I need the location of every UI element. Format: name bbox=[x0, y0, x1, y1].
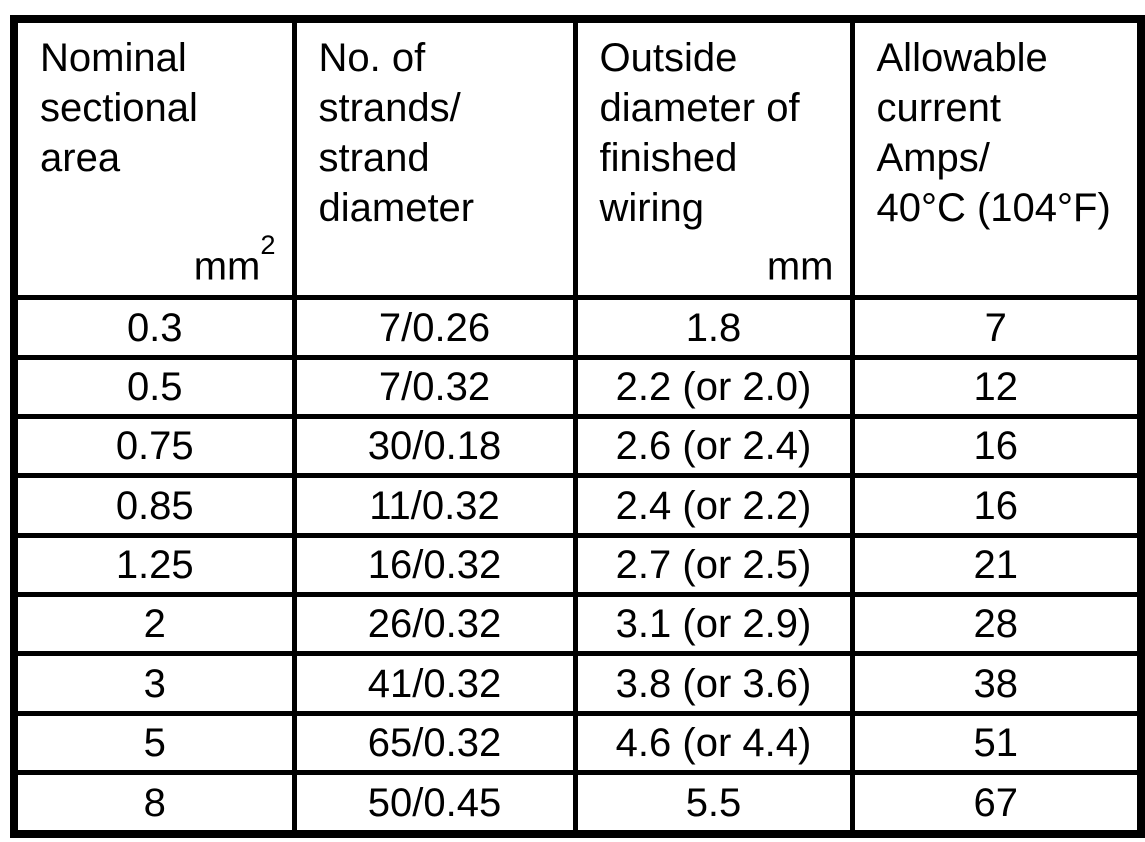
cell-sectional-area: 0.3 bbox=[11, 295, 297, 360]
cell-strands: 26/0.32 bbox=[291, 592, 578, 657]
cell-strands: 41/0.32 bbox=[291, 651, 578, 716]
cell-sectional-area: 2 bbox=[11, 592, 297, 657]
table-row: 0.5 7/0.32 2.2 (or 2.0) 12 bbox=[11, 354, 1144, 420]
cell-sectional-area: 0.75 bbox=[11, 414, 297, 479]
cell-sectional-area: 8 bbox=[11, 770, 297, 837]
table-row: 3 41/0.32 3.8 (or 3.6) 38 bbox=[11, 651, 1144, 716]
cell-outside-diameter: 3.8 (or 3.6) bbox=[572, 651, 855, 716]
header-label: Nominal sectional area bbox=[40, 36, 198, 180]
table-row: 0.85 11/0.32 2.4 (or 2.2) 16 bbox=[11, 473, 1144, 538]
header-label: Allowable current Amps/ 40°C (104°F) bbox=[876, 36, 1111, 230]
cell-outside-diameter: 2.7 (or 2.5) bbox=[572, 532, 855, 598]
cell-sectional-area: 3 bbox=[11, 651, 297, 716]
table-row: 8 50/0.45 5.5 67 bbox=[11, 770, 1144, 837]
table-row: 0.3 7/0.26 1.8 7 bbox=[11, 295, 1144, 360]
cell-outside-diameter: 1.8 bbox=[572, 295, 855, 360]
cell-allowable-current: 21 bbox=[849, 532, 1144, 598]
cell-strands: 16/0.32 bbox=[291, 532, 578, 598]
cell-outside-diameter: 2.2 (or 2.0) bbox=[572, 354, 855, 420]
header-label: Outside diameter of finished wiring bbox=[599, 36, 800, 230]
cell-outside-diameter: 3.1 (or 2.9) bbox=[572, 592, 855, 657]
table-row: 0.75 30/0.18 2.6 (or 2.4) 16 bbox=[11, 414, 1144, 479]
cell-strands: 7/0.32 bbox=[291, 354, 578, 420]
cell-outside-diameter: 4.6 (or 4.4) bbox=[572, 710, 855, 776]
cell-outside-diameter: 2.4 (or 2.2) bbox=[572, 473, 855, 538]
header-label: No. of strands/ strand diameter bbox=[318, 36, 475, 230]
unit-label-mm2: mm2 bbox=[193, 228, 276, 289]
header-cell-strands-diameter: No. of strands/ strand diameter bbox=[291, 16, 578, 301]
cell-allowable-current: 16 bbox=[849, 473, 1144, 538]
cell-allowable-current: 7 bbox=[849, 295, 1144, 360]
table-row: 5 65/0.32 4.6 (or 4.4) 51 bbox=[11, 710, 1144, 776]
header-cell-allowable-current: Allowable current Amps/ 40°C (104°F) bbox=[849, 16, 1144, 301]
cell-sectional-area: 0.85 bbox=[11, 473, 297, 538]
cell-strands: 30/0.18 bbox=[291, 414, 578, 479]
table-row: 1.25 16/0.32 2.7 (or 2.5) 21 bbox=[11, 532, 1144, 598]
cell-sectional-area: 0.5 bbox=[11, 354, 297, 420]
cell-strands: 11/0.32 bbox=[291, 473, 578, 538]
cell-strands: 7/0.26 bbox=[291, 295, 578, 360]
cell-allowable-current: 12 bbox=[849, 354, 1144, 420]
wire-spec-table: Nominal sectional area mm2 No. of strand… bbox=[10, 15, 1145, 838]
unit-label-mm: mm bbox=[766, 244, 834, 289]
cell-outside-diameter: 2.6 (or 2.4) bbox=[572, 414, 855, 479]
header-row: Nominal sectional area mm2 No. of strand… bbox=[11, 16, 1144, 301]
cell-sectional-area: 1.25 bbox=[11, 532, 297, 598]
table-row: 2 26/0.32 3.1 (or 2.9) 28 bbox=[11, 592, 1144, 657]
cell-allowable-current: 16 bbox=[849, 414, 1144, 479]
header-cell-nominal-sectional-area: Nominal sectional area mm2 bbox=[11, 16, 297, 301]
cell-sectional-area: 5 bbox=[11, 710, 297, 776]
cell-strands: 65/0.32 bbox=[291, 710, 578, 776]
cell-allowable-current: 38 bbox=[849, 651, 1144, 716]
cell-allowable-current: 67 bbox=[849, 770, 1144, 837]
cell-allowable-current: 28 bbox=[849, 592, 1144, 657]
header-cell-outside-diameter: Outside diameter of finished wiring mm bbox=[572, 16, 855, 301]
cell-allowable-current: 51 bbox=[849, 710, 1144, 776]
cell-strands: 50/0.45 bbox=[291, 770, 578, 837]
cell-outside-diameter: 5.5 bbox=[572, 770, 855, 837]
